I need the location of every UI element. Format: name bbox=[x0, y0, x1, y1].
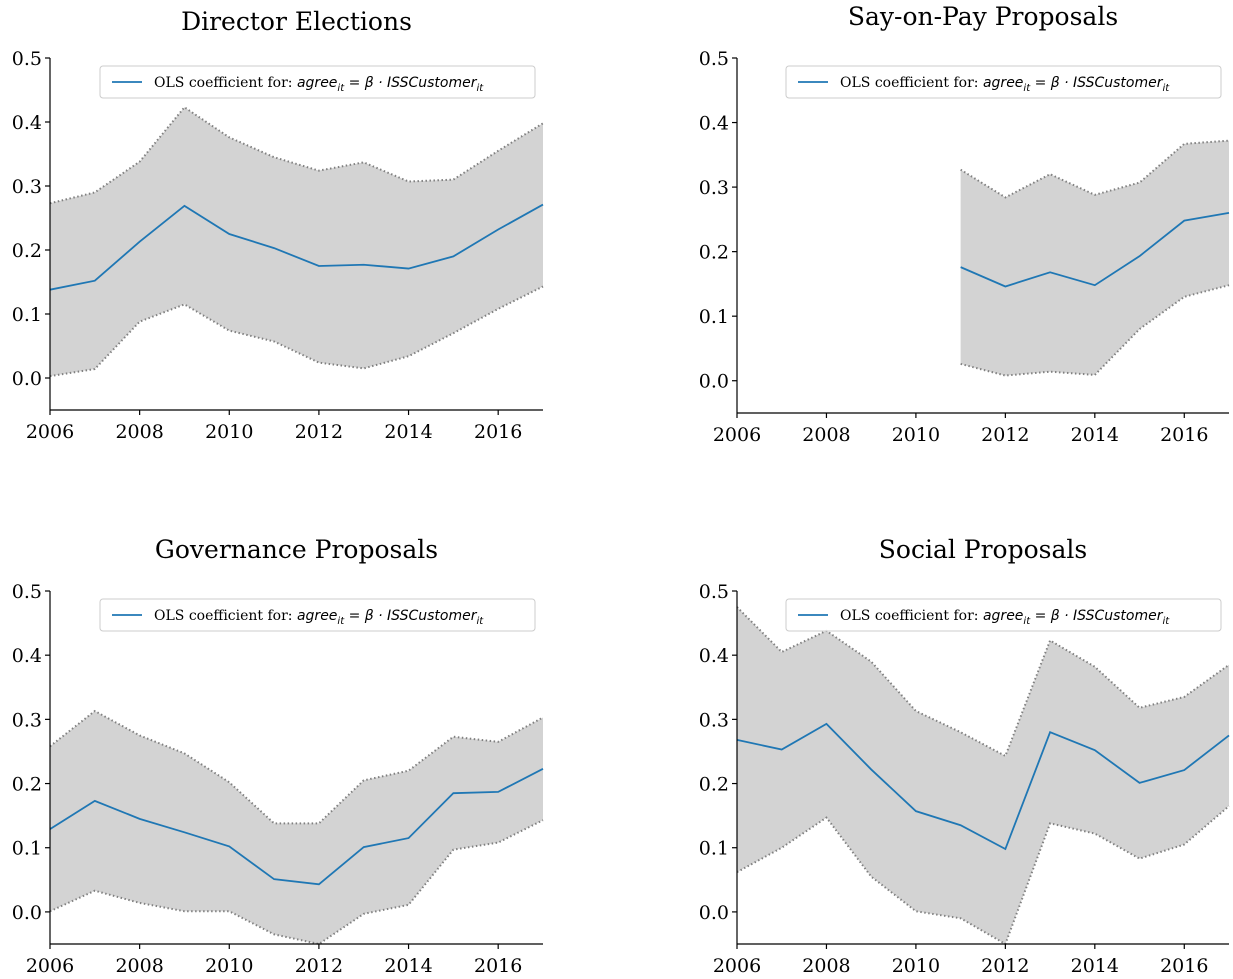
legend-label: OLS coefficient for: agreeit = β · ISSCu… bbox=[840, 75, 1170, 94]
confidence-band bbox=[737, 607, 1229, 944]
legend: OLS coefficient for: agreeit = β · ISSCu… bbox=[785, 65, 1222, 99]
x-tick-label: 2012 bbox=[981, 955, 1029, 977]
chart-title: Governance Proposals bbox=[155, 535, 438, 564]
legend-box bbox=[785, 598, 1222, 632]
legend-box bbox=[785, 65, 1222, 99]
x-tick-label: 2014 bbox=[384, 421, 432, 443]
y-tick-label: 0.3 bbox=[699, 709, 729, 731]
y-tick-label: 0.2 bbox=[12, 240, 42, 262]
y-tick-label: 0.5 bbox=[12, 581, 42, 603]
y-tick-label: 0.3 bbox=[12, 176, 42, 198]
legend-box bbox=[99, 598, 536, 632]
y-tick-label: 0.2 bbox=[12, 774, 42, 796]
chart-title: Say-on-Pay Proposals bbox=[848, 2, 1118, 31]
y-tick-label: 0.4 bbox=[699, 113, 729, 135]
x-tick-label: 2016 bbox=[1160, 955, 1208, 977]
legend: OLS coefficient for: agreeit = β · ISSCu… bbox=[99, 598, 536, 632]
x-tick-label: 2010 bbox=[205, 421, 253, 443]
x-tick-label: 2010 bbox=[892, 955, 940, 977]
chart-title: Director Elections bbox=[181, 7, 412, 36]
legend-label: OLS coefficient for: agreeit = β · ISSCu… bbox=[154, 608, 484, 627]
x-tick-label: 2016 bbox=[1160, 424, 1208, 446]
x-tick-label: 2006 bbox=[713, 424, 761, 446]
y-tick-label: 0.2 bbox=[699, 774, 729, 796]
y-tick-label: 0.1 bbox=[699, 838, 729, 860]
x-tick-label: 2008 bbox=[115, 955, 163, 977]
y-tick-label: 0.4 bbox=[699, 645, 729, 667]
chart-panel-4: Social Proposals 0.0 0.1 0.2 0.3 0.4 0.5 2006 20… bbox=[699, 535, 1230, 977]
x-tick-label: 2012 bbox=[295, 955, 343, 977]
lower-bound-line bbox=[49, 285, 544, 378]
x-tick-label: 2006 bbox=[713, 955, 761, 977]
coefficient-line bbox=[49, 203, 544, 291]
x-tick-label: 2014 bbox=[1071, 424, 1119, 446]
chart-panel-2: Say-on-Pay Proposals 0.0 0.1 0.2 0.3 0.4 0.5 20… bbox=[699, 2, 1230, 446]
legend-label: OLS coefficient for: agreeit = β · ISSCu… bbox=[840, 608, 1170, 627]
y-tick-label: 0.3 bbox=[699, 177, 729, 199]
upper-bound-line bbox=[49, 709, 544, 825]
chart-panel-3: Governance Proposals 0.0 0.1 0.2 0.3 0.4 0.5 20… bbox=[12, 535, 544, 977]
coefficient-line bbox=[736, 722, 1230, 851]
upper-bound-line bbox=[49, 105, 544, 205]
x-tick-label: 2010 bbox=[205, 955, 253, 977]
y-tick-label: 0.2 bbox=[699, 242, 729, 264]
legend-box bbox=[99, 65, 536, 99]
y-tick-label: 0.0 bbox=[12, 368, 42, 390]
y-tick-label: 0.5 bbox=[12, 48, 42, 70]
chart-title: Social Proposals bbox=[879, 535, 1087, 564]
legend: OLS coefficient for: agreeit = β · ISSCu… bbox=[785, 598, 1222, 632]
x-tick-label: 2012 bbox=[981, 424, 1029, 446]
upper-bound-line bbox=[736, 606, 1230, 758]
x-tick-label: 2016 bbox=[474, 955, 522, 977]
x-tick-label: 2014 bbox=[384, 955, 432, 977]
y-tick-label: 0.1 bbox=[12, 838, 42, 860]
y-tick-label: 0.4 bbox=[12, 645, 42, 667]
legend: OLS coefficient for: agreeit = β · ISSCu… bbox=[99, 65, 536, 99]
x-tick-label: 2006 bbox=[26, 421, 74, 443]
x-tick-label: 2008 bbox=[115, 421, 163, 443]
y-tick-label: 0.0 bbox=[12, 902, 42, 924]
x-tick-label: 2008 bbox=[802, 955, 850, 977]
x-tick-label: 2008 bbox=[802, 424, 850, 446]
y-tick-label: 0.0 bbox=[699, 371, 729, 393]
confidence-band bbox=[960, 140, 1229, 376]
y-tick-label: 0.0 bbox=[699, 902, 729, 924]
y-tick-label: 0.1 bbox=[12, 304, 42, 326]
legend-label: OLS coefficient for: agreeit = β · ISSCu… bbox=[154, 75, 484, 94]
confidence-band bbox=[50, 711, 543, 944]
x-tick-label: 2014 bbox=[1071, 955, 1119, 977]
coefficient-line bbox=[49, 767, 544, 886]
y-tick-label: 0.4 bbox=[12, 112, 42, 134]
y-tick-label: 0.5 bbox=[699, 581, 729, 603]
x-tick-label: 2010 bbox=[892, 424, 940, 446]
x-tick-label: 2006 bbox=[26, 955, 74, 977]
chart-panel-1: Director Elections 0.0 0.1 0.2 0.3 0.4 0.5 2006… bbox=[12, 7, 544, 443]
x-tick-label: 2016 bbox=[474, 421, 522, 443]
y-tick-label: 0.3 bbox=[12, 709, 42, 731]
y-tick-label: 0.5 bbox=[699, 48, 729, 70]
x-tick-label: 2012 bbox=[295, 421, 343, 443]
y-tick-label: 0.1 bbox=[699, 306, 729, 328]
confidence-band bbox=[50, 107, 543, 377]
upper-bound-line bbox=[960, 139, 1230, 199]
lower-bound-line bbox=[49, 819, 544, 946]
